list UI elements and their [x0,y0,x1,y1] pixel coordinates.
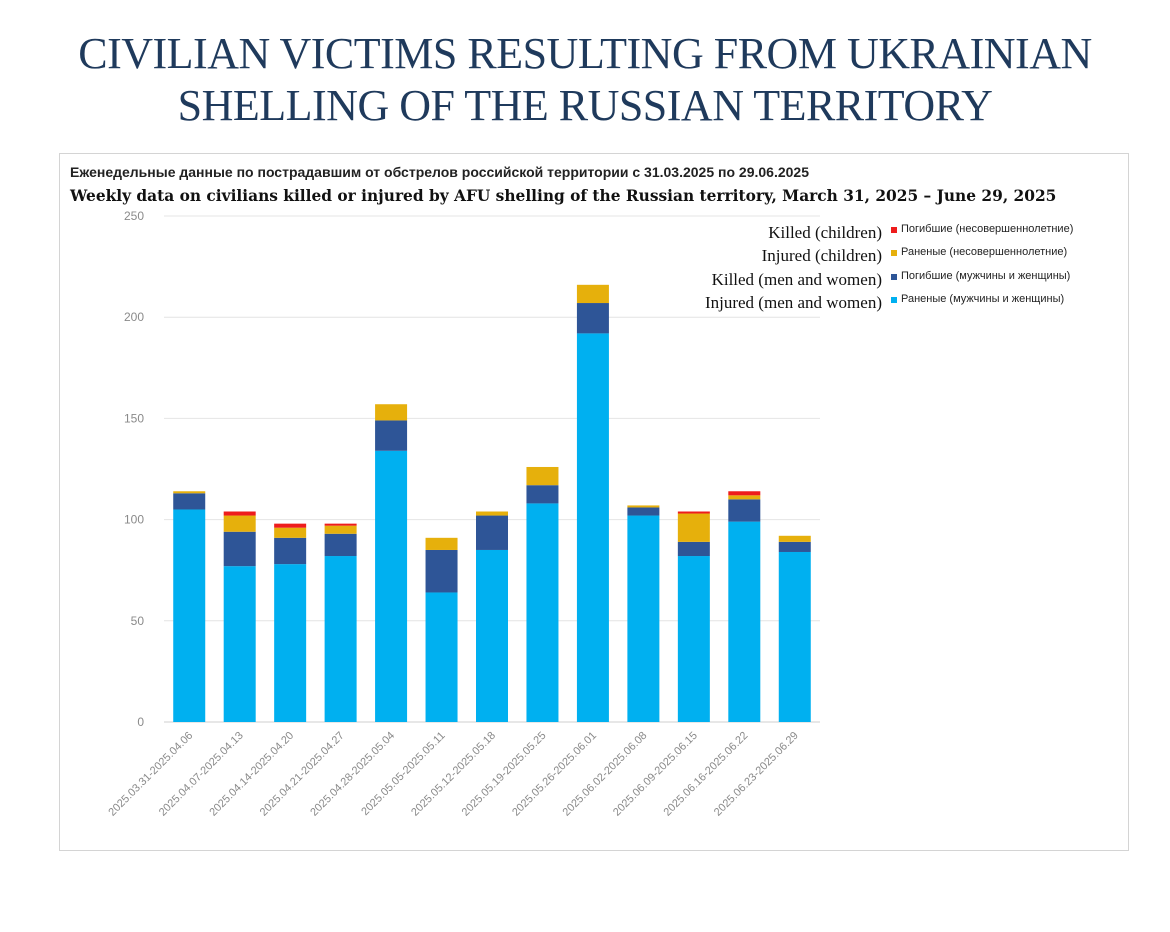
y-tick-label-0: 0 [137,715,144,729]
y-tick-label-100: 100 [124,513,144,527]
bar-segment-2-series-3 [223,515,256,532]
chart-frame: 0 50 100 150 200 250 2025.03.31-2025.04.06 2025… [59,153,1129,851]
bar-segment-13-series-3 [778,535,811,542]
bar-segment-12-series-4 [728,491,761,496]
bar-segment-7-series-2 [476,515,508,550]
x-tick-label-1: 2025.03.31-2025.04.06 [106,730,195,819]
legend-label-english: Killed (men and women) [711,269,882,289]
x-tick-label-11: 2025.06.09-2025.06.15 [611,730,700,819]
bar-segment-1-series-1 [173,509,206,722]
bar-segment-2-series-4 [223,511,256,516]
x-tick-label-8: 2025.05.19-2025.05.25 [460,730,549,819]
bar-segment-3-series-3 [274,527,307,538]
x-tick-label-2: 2025.04.07-2025.04.13 [157,730,246,819]
bar-segment-1-series-2 [173,493,206,510]
chart-canvas: 0501001502002502025.03.31-2025.04.062025… [106,209,820,819]
legend-label-russian: Погибшие (несовершеннолетние) [901,223,1074,235]
bar-segment-11-series-3 [677,513,710,542]
y-tick-label-250: 250 [124,209,144,223]
bar-segment-11-series-1 [677,556,710,722]
bar-segment-8-series-3 [526,466,559,486]
bar-segment-2-series-1 [223,566,256,722]
bar-segment-6-series-1 [425,592,458,722]
bar-segment-5-series-3 [375,404,408,421]
bar-segment-7-series-3 [476,511,508,516]
legend-swatch [891,227,897,233]
chart-legend: Killed (children) Погибшие (несовершеннол… [660,222,1120,315]
legend-item: Killed (children) Погибшие (несовершеннол… [660,222,1120,245]
x-tick-label-9: 2025.05.26-2025.06.01 [510,730,599,819]
bar-segment-4-series-4 [324,523,357,526]
legend-item: Injured (children) Раненые (несовершеннол… [660,245,1120,268]
bar-segment-4-series-2 [324,533,357,557]
bar-segment-12-series-2 [728,499,761,522]
bar-segment-2-series-2 [223,531,256,567]
x-tick-label-13: 2025.06.23-2025.06.29 [712,730,801,819]
x-tick-label-3: 2025.04.14-2025.04.20 [207,730,296,819]
legend-swatch [891,250,897,257]
legend-label-russian: Погибшие (мужчины и женщины) [901,269,1071,282]
x-tick-label-10: 2025.06.02-2025.06.08 [561,730,650,819]
bar-segment-10-series-1 [627,515,660,722]
legend-label-english: Injured (men and women) [704,292,882,312]
x-tick-label-7: 2025.05.12-2025.05.18 [409,730,498,819]
bar-segment-9-series-1 [576,333,609,722]
bar-segment-9-series-3 [576,284,609,304]
legend-swatch [891,273,897,280]
x-tick-label-5: 2025.04.28-2025.05.04 [308,730,397,819]
legend-item: Killed (men and women) Погибшие (мужчины … [660,269,1120,292]
bar-segment-9-series-2 [576,303,609,334]
legend-label-english: Killed (children) [768,223,882,242]
bar-segment-11-series-2 [677,541,710,557]
bar-segment-8-series-2 [526,485,559,504]
bar-segment-3-series-4 [274,523,307,528]
legend-label-russian: Раненые (мужчины и женщины) [901,292,1065,305]
legend-label-russian: Раненые (несовершеннолетние) [901,246,1068,259]
bar-segment-6-series-2 [425,549,458,593]
bar-segment-12-series-1 [728,521,761,722]
bar-segment-3-series-2 [274,537,307,565]
x-tick-label-12: 2025.06.16-2025.06.22 [661,730,750,819]
bar-segment-12-series-3 [728,495,761,500]
bar-segment-5-series-1 [375,450,408,722]
x-tick-label-4: 2025.04.21-2025.04.27 [258,730,347,819]
chart-title-russian: Еженедельные данные по пострадавшим от о… [70,164,809,180]
legend-label-english: Injured (children) [761,246,882,266]
page-title-line-1: CIVILIAN VICTIMS RESULTING FROM UKRAINIA… [78,29,1092,78]
legend-swatch [891,296,897,303]
bar-segment-11-series-4 [677,511,710,514]
bar-segment-7-series-1 [476,549,508,722]
bar-segment-10-series-3 [627,505,660,508]
x-tick-label-6: 2025.05.05-2025.05.11 [359,730,447,818]
y-tick-label-50: 50 [131,614,145,628]
page-title-line-2: SHELLING OF THE RUSSIAN TERRITORY [177,81,993,130]
bar-segment-13-series-2 [778,541,811,552]
y-tick-label-150: 150 [124,411,144,425]
bar-segment-8-series-1 [526,503,559,722]
bar-segment-3-series-1 [274,564,307,722]
y-tick-label-200: 200 [124,310,144,324]
legend-item: Injured (men and women) Раненые (мужчины … [660,292,1120,315]
bar-segment-5-series-2 [375,420,408,451]
bar-segment-4-series-1 [324,556,357,722]
bar-segment-10-series-2 [627,507,660,516]
bar-segment-6-series-3 [425,537,458,550]
page-title: CIVILIAN VICTIMS RESULTING FROM UKRAINIA… [0,28,1170,132]
bar-segment-13-series-1 [778,551,811,722]
chart-title-english: Weekly data on civilians killed or injur… [70,187,1057,205]
bar-segment-4-series-3 [324,525,357,534]
bar-segment-1-series-3 [173,491,206,494]
